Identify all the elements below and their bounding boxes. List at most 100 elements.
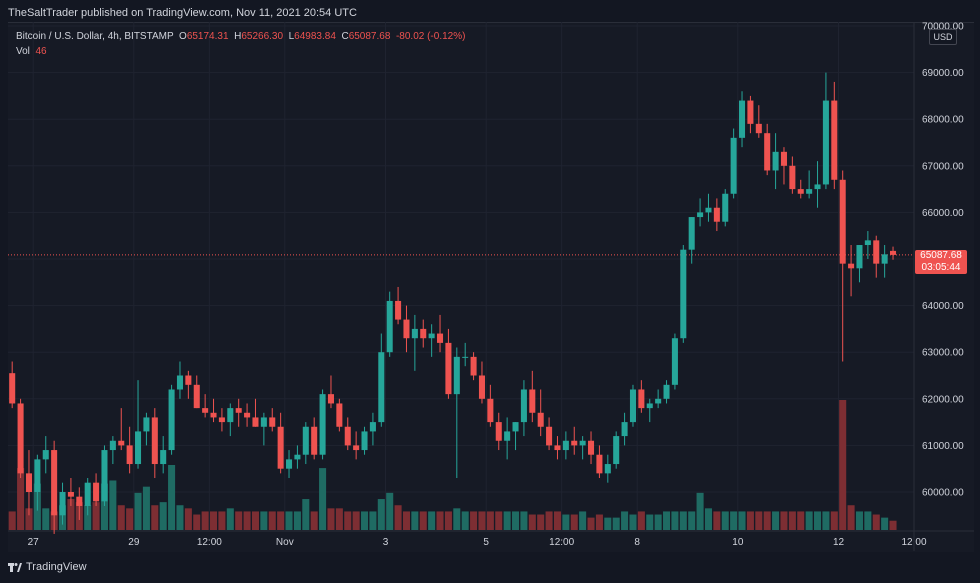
volume-bar [570,514,578,530]
candle-body [671,338,678,385]
candle-body [344,426,351,446]
volume-bar [637,511,645,530]
x-tick-label: 12:00 [549,537,574,548]
candle-body [59,492,66,516]
volume-bar [335,508,343,530]
candle-body [822,100,829,185]
volume-bar [855,511,863,530]
volume-bar [126,508,134,530]
volume-bar [84,505,92,530]
candle-body [579,440,586,446]
candle-body [646,403,653,409]
volume-bar [210,511,218,530]
candle-body [25,473,32,492]
volume-bar [872,514,880,530]
candle-body [185,375,192,385]
bar-countdown: 03:05:44 [921,262,961,273]
volume-bar [864,511,872,530]
volume-bar [486,511,494,530]
volume-bar [436,511,444,530]
tradingview-brand: TradingView [26,561,87,573]
candle-body [135,431,142,465]
low-value: 64983.84 [294,31,336,42]
candle-body [302,426,309,455]
candle-body [478,375,485,399]
candle-body [118,440,125,446]
volume-bar [470,511,478,530]
y-tick-label: 70000.00 [922,22,964,33]
candle-body [537,412,544,427]
currency-button[interactable]: USD [929,29,957,45]
candle-body [864,240,871,246]
candle-body [487,398,494,423]
volume-bar [604,517,612,530]
candle-body [386,300,393,353]
candle-body [629,389,636,423]
volume-bar [8,511,16,530]
candle-body [638,389,645,409]
footer: TradingView [8,561,87,573]
candle-body [470,356,477,376]
x-tick-label: 27 [28,537,40,548]
chart-pane[interactable] [8,22,974,552]
volume-bar [109,480,117,530]
close-value: 65087.68 [348,31,391,42]
candle-body [277,426,284,469]
candle-body [873,240,880,264]
candle-body [269,417,276,427]
volume-bar [579,511,587,530]
volume-bar [453,508,461,530]
volume-bar [100,483,108,530]
low-label: L [288,31,295,42]
volume-bar [881,517,889,530]
candle-body [76,496,83,506]
x-tick-label: 10 [732,537,744,548]
candle-body [554,445,561,451]
volume-bar [369,511,377,530]
candle-body [495,422,502,441]
volume-bar [67,499,75,530]
y-tick-label: 66000.00 [922,208,964,219]
candle-body [797,189,804,194]
candle-body [294,454,301,460]
candle-body [227,408,234,423]
last-price-label: 65087.68 03:05:44 [915,250,967,274]
volume-bar [377,499,385,530]
volume-bar [285,511,293,530]
candle-body [17,403,24,474]
candle-body [839,179,846,264]
x-tick-label: 29 [128,537,140,548]
volume-bar [42,508,50,530]
candle-body [445,342,452,395]
candle-body [697,212,704,218]
candle-body [369,422,376,432]
volume-bar [721,511,729,530]
volume-bar [327,508,335,530]
candle-body [772,151,779,171]
candle-body [218,417,225,423]
x-tick-label: Nov [276,537,294,548]
volume-bar [243,511,251,530]
volume-bar [411,511,419,530]
candle-body [529,389,536,413]
volume-bar [310,511,318,530]
volume-bar [621,511,629,530]
candle-body [235,408,242,413]
candle-body [260,417,267,427]
candle-body [9,373,16,404]
volume-bar [562,514,570,530]
volume-bar [478,511,486,530]
x-tick-label: 8 [634,537,640,548]
y-tick-label: 63000.00 [922,348,964,359]
volume-bar [730,511,738,530]
volume-legend: Vol 46 [16,46,47,57]
volume-bar [847,505,855,530]
volume-bar [679,511,687,530]
volume-bar [612,517,620,530]
volume-value: 46 [35,46,47,57]
candle-body [411,328,418,339]
volume-bar [696,492,704,530]
y-tick-label: 67000.00 [922,161,964,172]
y-tick-label: 64000.00 [922,301,964,312]
